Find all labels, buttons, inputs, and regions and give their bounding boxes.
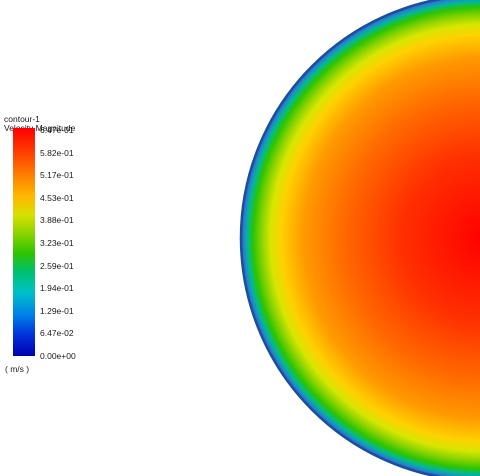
- pipe-cross-section: [241, 0, 480, 476]
- legend-tick-label: 0.00e+00: [40, 351, 76, 361]
- legend-tick-label: 2.59e-01: [40, 260, 74, 271]
- legend-tick-label: 3.23e-01: [40, 238, 74, 248]
- legend-subtitle: Velocity Magnitude: [4, 123, 76, 133]
- wall-boundary: [239, 0, 442, 476]
- legend-tick-label: 1.94e-01: [40, 283, 74, 294]
- legend-tick-label: 3.88e-01: [40, 215, 74, 226]
- legend-tick-label: 5.82e-01: [40, 147, 74, 158]
- legend-units: ( m/s ): [5, 364, 30, 374]
- color-scale-bar: [13, 128, 35, 356]
- legend-tick-label: 4.53e-01: [40, 192, 74, 203]
- legend-tick-label: 1.29e-01: [40, 305, 74, 316]
- legend-tick-label: 6.47e-02: [40, 328, 74, 339]
- legend-title: contour-1: [4, 114, 40, 124]
- legend-tick-label: 5.17e-01: [40, 170, 74, 181]
- legend-tick-label: 6.47e-01: [40, 125, 74, 135]
